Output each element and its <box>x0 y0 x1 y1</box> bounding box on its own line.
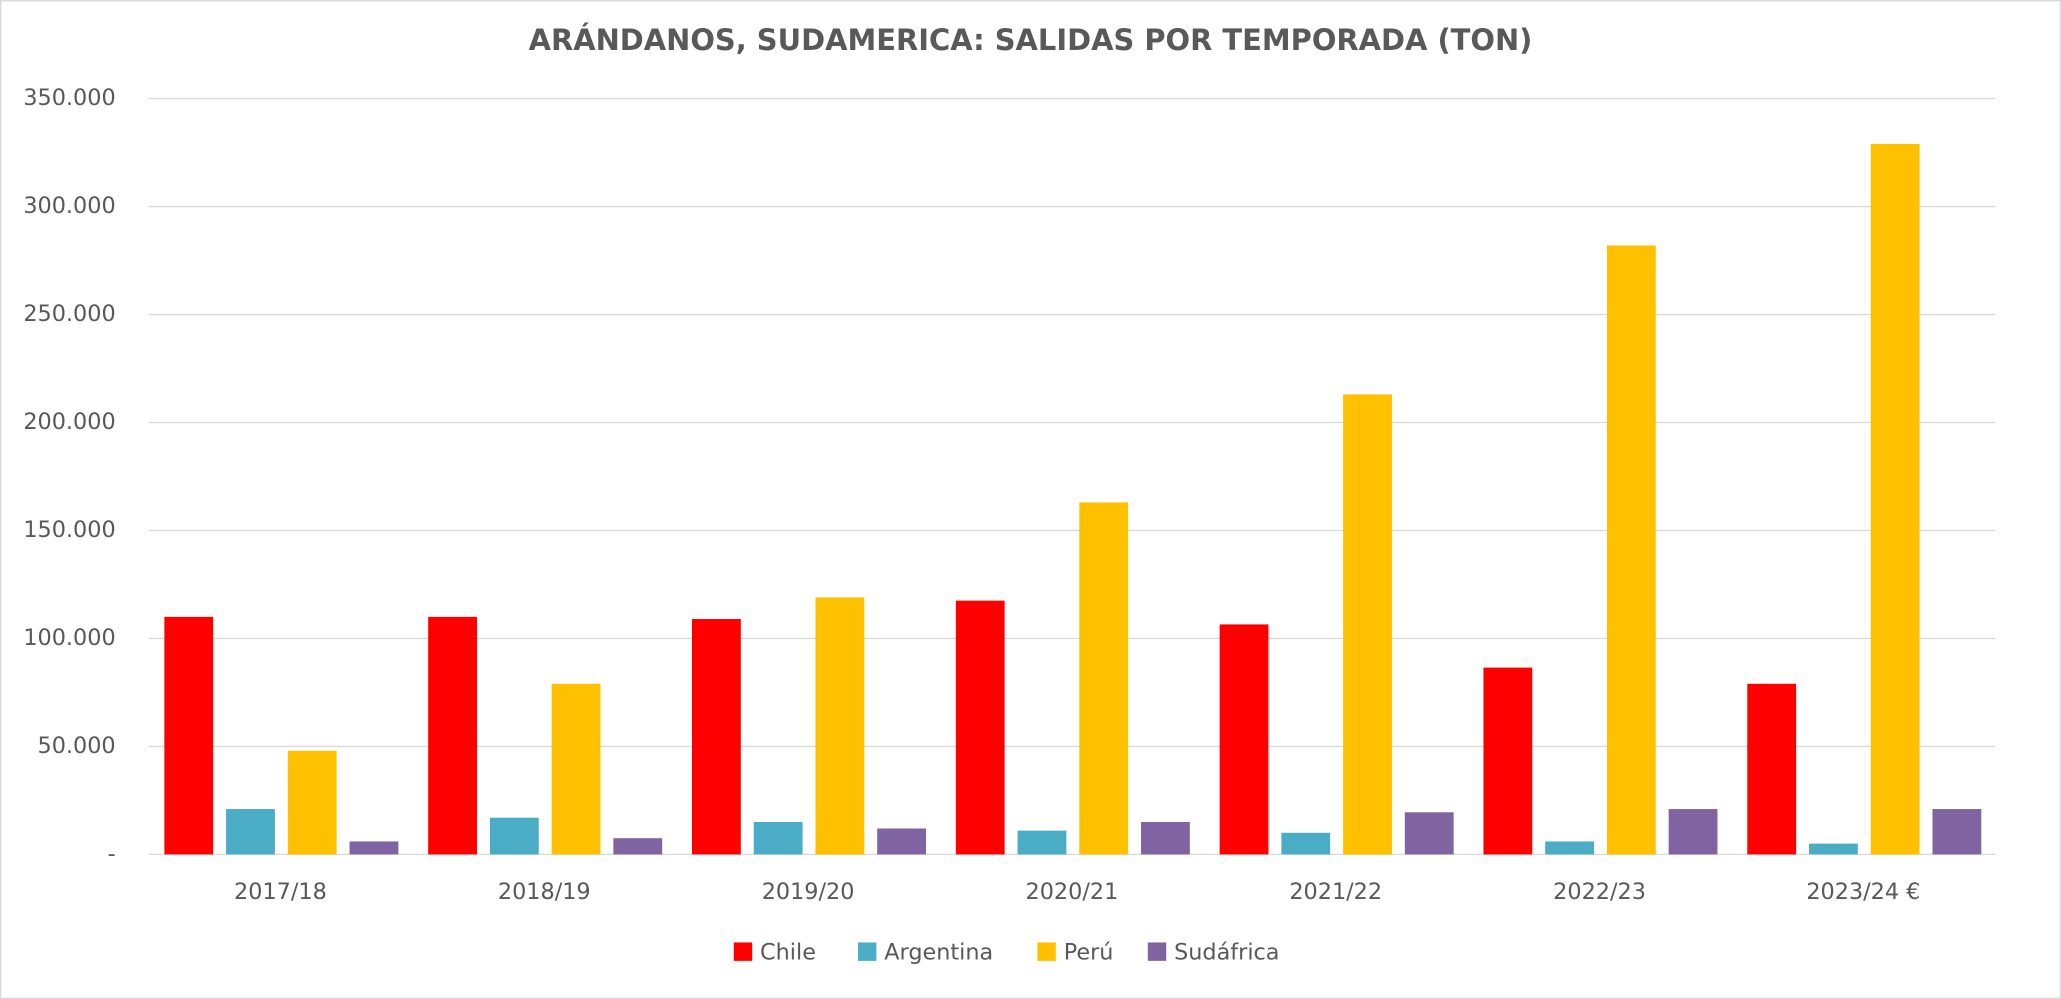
bar <box>1404 812 1454 855</box>
y-tick-label: 200.000 <box>23 409 115 435</box>
y-tick-label: 300.000 <box>23 193 115 219</box>
legend-swatch <box>733 942 753 961</box>
x-tick-label: 2018/19 <box>498 879 591 905</box>
y-tick-label: 150.000 <box>23 517 115 543</box>
bar <box>1017 830 1067 855</box>
y-tick-label: - <box>108 841 116 867</box>
bar <box>164 616 214 855</box>
x-tick-label: 2017/18 <box>234 879 327 905</box>
x-tick-label: 2021/22 <box>1289 879 1382 905</box>
bar <box>1281 832 1331 855</box>
bar <box>1141 822 1190 855</box>
y-tick-label: 350.000 <box>23 85 115 111</box>
bar <box>428 616 477 855</box>
bar <box>1606 245 1656 855</box>
x-tick-label: 2022/23 <box>1553 879 1646 905</box>
bar <box>815 597 865 855</box>
x-tick-label: 2019/20 <box>762 879 855 905</box>
legend-swatch <box>1037 942 1056 961</box>
bar <box>349 841 399 855</box>
legend-label: Perú <box>1064 939 1114 965</box>
bar <box>1668 809 1718 855</box>
bar <box>1747 683 1797 855</box>
x-tick-label: 2023/24 € <box>1806 879 1920 905</box>
bar <box>489 817 539 855</box>
bar <box>1932 809 1982 855</box>
bar <box>1809 843 1858 855</box>
bar <box>226 809 275 855</box>
bar <box>1079 502 1129 855</box>
legend-label: Sudáfrica <box>1174 939 1279 965</box>
x-tick-label: 2020/21 <box>1026 879 1119 905</box>
legend-swatch <box>857 942 877 961</box>
bar <box>287 750 337 855</box>
bar <box>955 600 1005 855</box>
bar <box>551 683 601 855</box>
y-tick-label: 100.000 <box>23 625 115 651</box>
bar <box>1219 624 1269 855</box>
y-tick-label: 50.000 <box>38 733 116 759</box>
bar <box>1483 667 1533 855</box>
y-tick-label: 250.000 <box>23 301 115 327</box>
bar <box>613 838 663 855</box>
bar <box>1545 841 1595 855</box>
legend-label: Argentina <box>884 939 993 965</box>
legend-label: Chile <box>760 939 816 965</box>
bar <box>753 822 803 855</box>
legend-swatch <box>1147 942 1167 961</box>
bar <box>877 828 927 855</box>
bar <box>1870 143 1920 855</box>
bar <box>692 619 741 855</box>
bar <box>1343 394 1392 855</box>
chart-title: ARÁNDANOS, SUDAMERICA: SALIDAS POR TEMPO… <box>529 23 1533 57</box>
